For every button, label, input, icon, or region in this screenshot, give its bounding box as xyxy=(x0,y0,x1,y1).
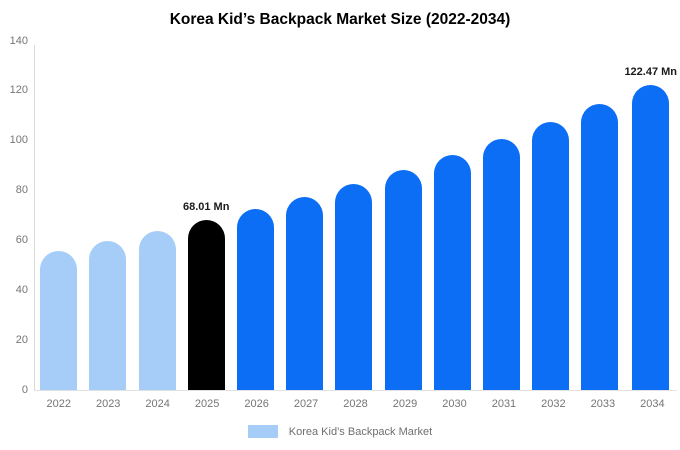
x-tick-label-2033: 2033 xyxy=(590,398,616,410)
bar-column-2034: 122.47 Mn xyxy=(624,41,677,390)
bar-column-2027 xyxy=(280,41,329,390)
y-tick-label: 120 xyxy=(9,84,28,97)
x-tick-label-2025: 2025 xyxy=(194,398,220,410)
bar-2029[interactable] xyxy=(384,169,422,390)
x-tick-label-2022: 2022 xyxy=(46,398,71,410)
legend-label: Korea Kid’s Backpack Market xyxy=(288,425,433,438)
y-axis-line xyxy=(34,45,35,390)
bar-2025[interactable] xyxy=(187,220,225,390)
bar-column-2024 xyxy=(132,41,181,390)
x-tick-label-2034: 2034 xyxy=(640,398,665,410)
bar-2030[interactable] xyxy=(433,154,471,390)
y-tick-label: 20 xyxy=(15,333,28,346)
x-tick-label-2028: 2028 xyxy=(343,398,368,410)
y-tick-label: 140 xyxy=(9,34,28,47)
bar-2028[interactable] xyxy=(335,183,373,390)
bar-column-2028 xyxy=(329,41,378,390)
chart-title: Korea Kid’s Backpack Market Size (2022-2… xyxy=(169,11,511,28)
bar-2033[interactable] xyxy=(581,104,619,390)
x-tick-label-2032: 2032 xyxy=(541,398,566,410)
y-tick-label: 0 xyxy=(21,383,28,396)
bar-2032[interactable] xyxy=(532,122,570,390)
bar-2034[interactable] xyxy=(632,84,670,390)
x-tick-label-2023: 2023 xyxy=(95,398,121,410)
bar-value-label-2025: 68.01 Mn xyxy=(182,201,230,214)
bar-column-2026 xyxy=(231,41,280,390)
bar-2022[interactable] xyxy=(40,250,78,390)
bar-column-2022 xyxy=(34,41,83,390)
legend[interactable]: Korea Kid’s Backpack Market xyxy=(0,425,680,438)
bar-2024[interactable] xyxy=(138,231,176,390)
bar-column-2030 xyxy=(428,41,477,390)
bar-2031[interactable] xyxy=(482,139,520,390)
bar-column-2023 xyxy=(83,41,132,390)
x-tick-label-2031: 2031 xyxy=(491,398,517,410)
x-tick-label-2030: 2030 xyxy=(442,398,467,410)
bar-column-2033 xyxy=(575,41,624,390)
x-axis-tick-labels: 2022 2023 2024 2025 2026 2027 2028 2029 2030 2031… xyxy=(34,398,677,410)
x-tick-label-2024: 2024 xyxy=(145,398,170,410)
bar-value-label-2034: 122.47 Mn xyxy=(624,65,678,78)
x-axis-line xyxy=(34,390,677,391)
y-tick-label: 60 xyxy=(15,233,28,246)
bar-2023[interactable] xyxy=(89,241,127,390)
y-tick-label: 40 xyxy=(15,283,28,296)
bar-column-2031 xyxy=(477,41,526,390)
bar-column-2025: 68.01 Mn xyxy=(182,41,231,390)
bar-column-2029 xyxy=(378,41,427,390)
y-tick-label: 80 xyxy=(15,184,28,197)
legend-swatch-icon xyxy=(247,425,278,438)
bar-2027[interactable] xyxy=(286,196,324,390)
bar-2026[interactable] xyxy=(236,209,274,390)
x-tick-label-2027: 2027 xyxy=(293,398,319,410)
x-tick-label-2026: 2026 xyxy=(244,398,269,410)
bar-column-2032 xyxy=(526,41,575,390)
y-tick-label: 100 xyxy=(9,134,28,147)
bars-container: 68.01 Mn 122.47 Mn xyxy=(34,41,677,390)
x-tick-label-2029: 2029 xyxy=(392,398,418,410)
